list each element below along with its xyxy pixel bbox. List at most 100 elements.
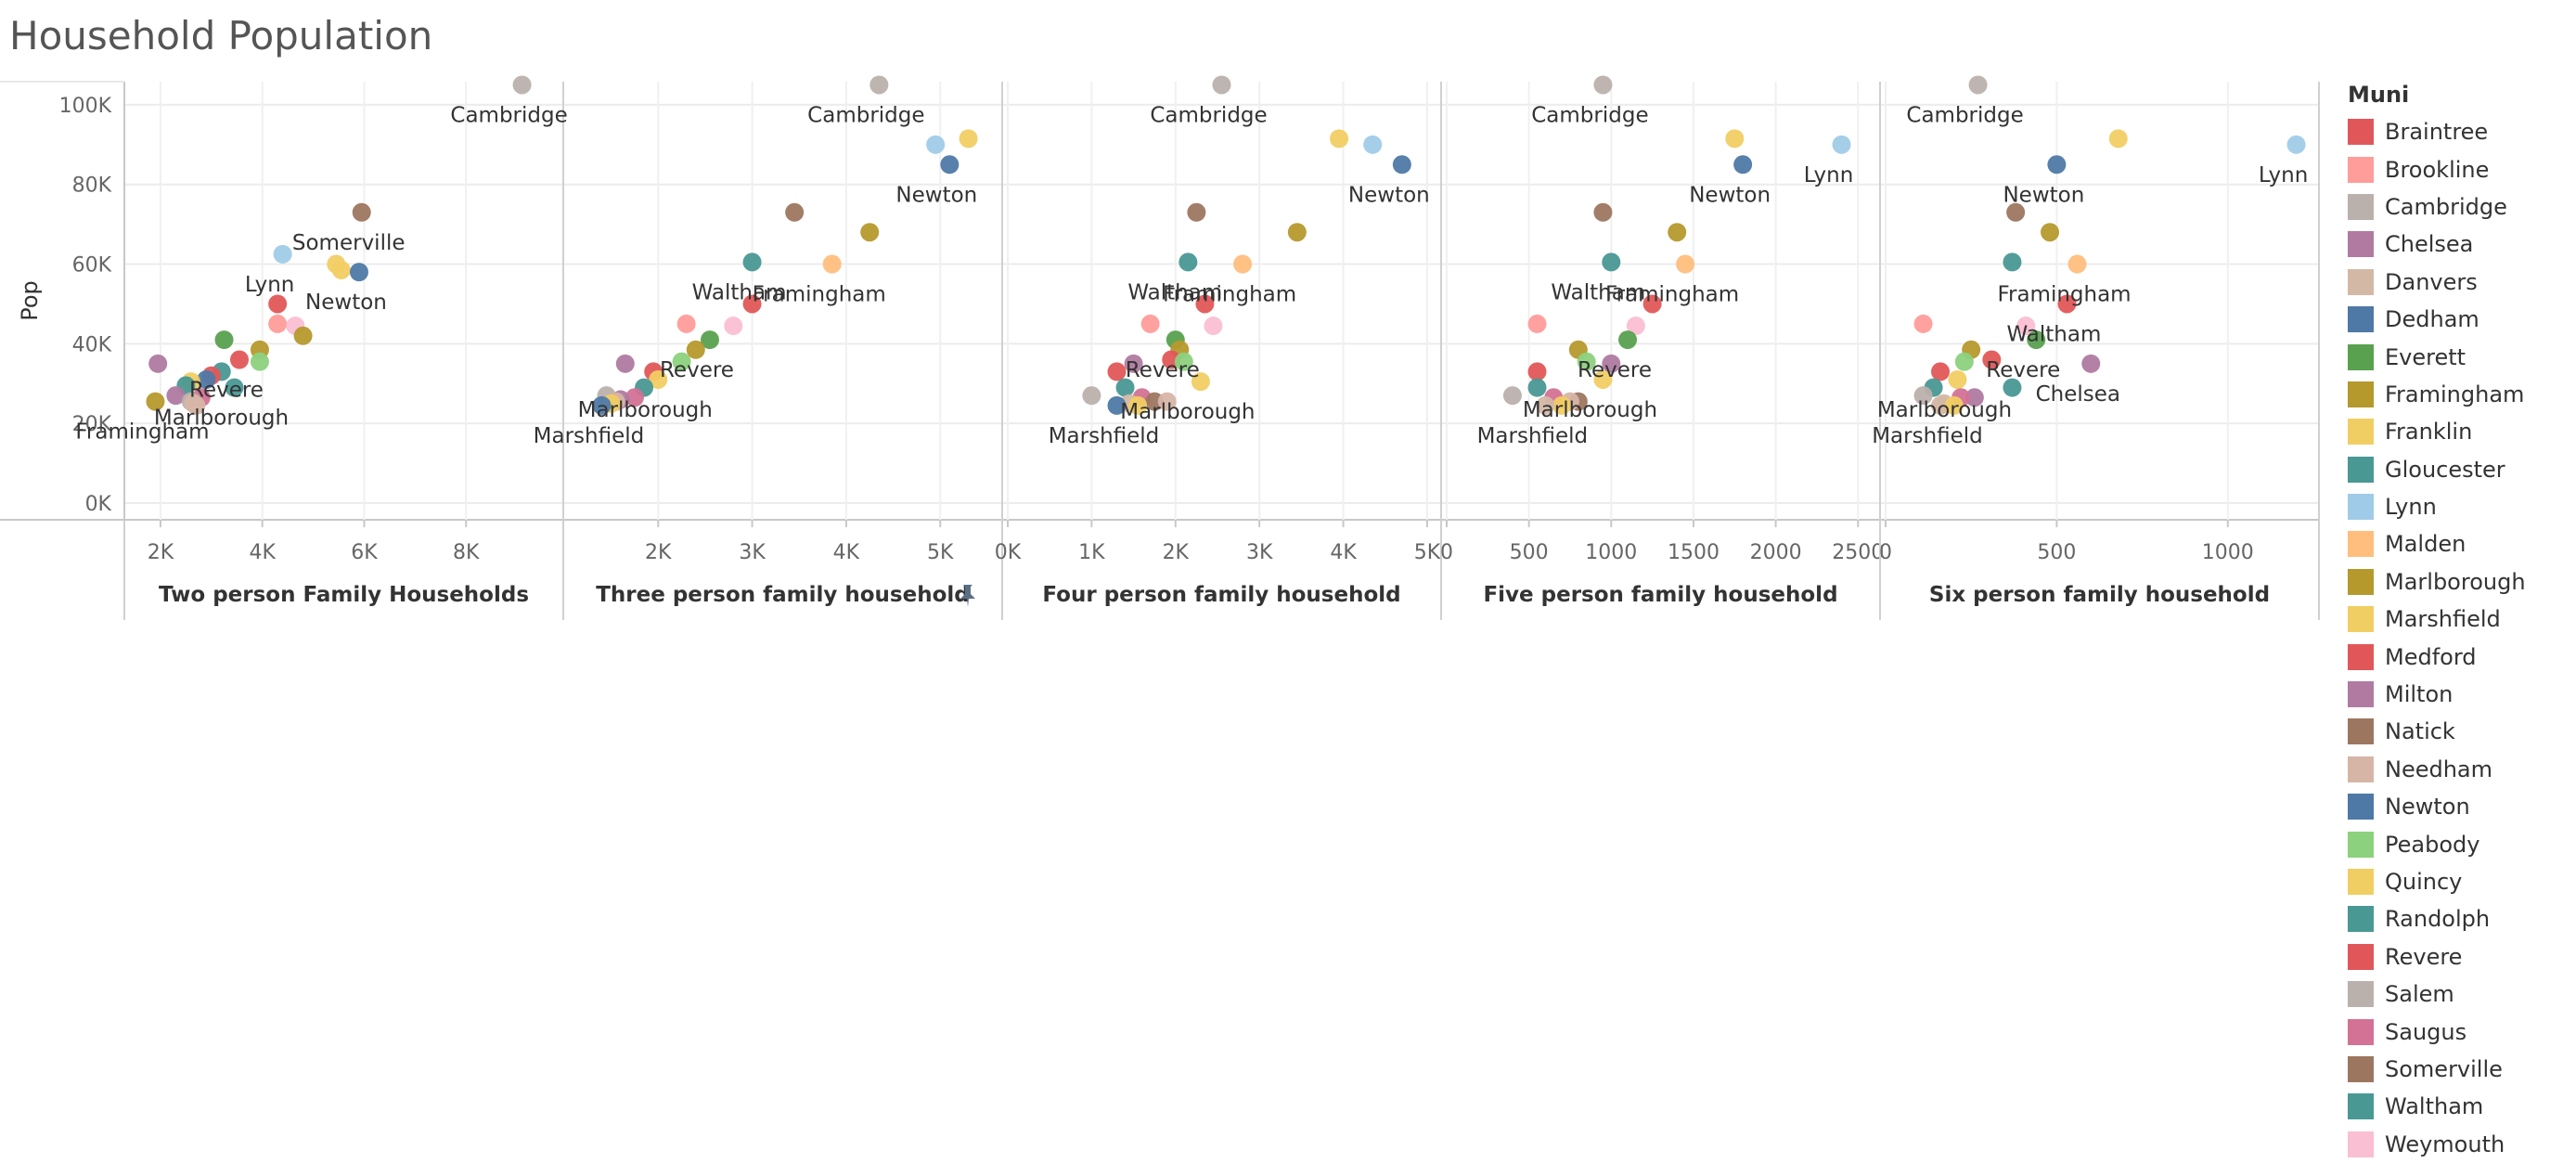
data-point xyxy=(1593,202,1613,222)
x-axis-title: Four person family household xyxy=(1042,583,1400,607)
legend-label: Braintree xyxy=(2385,119,2489,146)
legend-item[interactable]: Cambridge xyxy=(2348,188,2570,226)
legend-item[interactable]: Lynn xyxy=(2348,488,2570,525)
point-label: Waltham xyxy=(2007,322,2102,346)
point-label: Newton xyxy=(1348,183,1430,207)
legend-item[interactable]: Braintree xyxy=(2348,113,2570,150)
data-point xyxy=(1115,378,1135,397)
legend-item[interactable]: Newton xyxy=(2348,788,2570,825)
legend-swatch xyxy=(2348,643,2374,670)
data-point xyxy=(1602,252,1621,272)
x-tick-label: 8K xyxy=(453,541,480,564)
legend-item[interactable]: Marlborough xyxy=(2348,563,2570,601)
legend-item[interactable]: Natick xyxy=(2348,713,2570,750)
data-point xyxy=(1195,294,1215,314)
data-point xyxy=(2016,317,2036,336)
legend-swatch xyxy=(2348,943,2374,970)
legend-swatch xyxy=(2348,119,2374,146)
data-point xyxy=(2081,354,2101,373)
data-point xyxy=(1527,362,1547,381)
legend-swatch xyxy=(2348,1131,2374,1157)
data-point xyxy=(1124,354,1143,373)
legend-item[interactable]: Weymouth xyxy=(2348,1126,2570,1163)
point-label: Marlborough xyxy=(1120,400,1255,424)
legend-item[interactable]: Waltham xyxy=(2348,1088,2570,1125)
legend-item[interactable]: Chelsea xyxy=(2348,226,2570,263)
legend-swatch xyxy=(2348,193,2374,220)
legend-item[interactable]: Framingham xyxy=(2348,376,2570,413)
legend-item[interactable]: Marshfield xyxy=(2348,601,2570,638)
legend-item[interactable]: Randolph xyxy=(2348,900,2570,937)
legend-item[interactable]: Salem xyxy=(2348,976,2570,1013)
data-point xyxy=(676,314,696,333)
x-tick-label: 1000 xyxy=(2202,541,2254,564)
legend-label: Salem xyxy=(2385,981,2454,1008)
point-label: Revere xyxy=(1126,358,1200,382)
legend-item[interactable]: Malden xyxy=(2348,525,2570,562)
x-tick-label: 4K xyxy=(249,541,276,564)
legend-label: Saugus xyxy=(2385,1018,2467,1045)
legend-item[interactable]: Milton xyxy=(2348,676,2570,713)
point-label: Newton xyxy=(2003,183,2084,207)
legend-swatch xyxy=(2348,1018,2374,1045)
x-tick-label: 3K xyxy=(739,541,766,564)
data-point xyxy=(1725,129,1745,149)
legend-label: Marshfield xyxy=(2385,606,2501,633)
point-label: Lynn xyxy=(2259,163,2308,187)
x-tick-label: 1K xyxy=(1078,541,1105,564)
point-label: Marshfield xyxy=(1872,424,1983,448)
legend-item[interactable]: Brookline xyxy=(2348,150,2570,187)
legend-swatch xyxy=(2348,981,2374,1008)
data-point xyxy=(940,155,960,174)
x-tick-label: 2K xyxy=(1163,541,1190,564)
legend-item[interactable]: Gloucester xyxy=(2348,451,2570,488)
data-point xyxy=(1668,223,1687,242)
legend-swatch xyxy=(2348,494,2374,521)
data-point xyxy=(1676,254,1695,274)
data-point xyxy=(2027,330,2046,350)
legend-item[interactable]: Danvers xyxy=(2348,264,2570,301)
legend-item[interactable]: Saugus xyxy=(2348,1013,2570,1050)
legend-item[interactable]: Dedham xyxy=(2348,301,2570,338)
y-tick-label: 40K xyxy=(72,333,112,356)
x-tick-label: 4K xyxy=(833,541,860,564)
legend-swatch xyxy=(2348,681,2374,708)
legend-swatch xyxy=(2348,306,2374,333)
legend-item[interactable]: Peabody xyxy=(2348,825,2570,862)
data-point xyxy=(197,369,216,389)
legend-item[interactable]: Needham xyxy=(2348,751,2570,788)
data-point xyxy=(2067,254,2087,274)
data-point xyxy=(1191,372,1210,392)
pin-icon[interactable] xyxy=(960,585,975,607)
data-point xyxy=(2286,135,2306,154)
data-point xyxy=(822,254,842,274)
data-point xyxy=(860,223,880,242)
data-point xyxy=(1593,75,1613,95)
legend-item[interactable]: Quincy xyxy=(2348,863,2570,900)
legend-item[interactable]: Revere xyxy=(2348,938,2570,976)
chart-title: Household Population xyxy=(9,13,433,58)
legend-item[interactable]: Medford xyxy=(2348,638,2570,675)
data-point xyxy=(1330,129,1349,149)
point-label: Marlborough xyxy=(154,407,289,431)
data-point xyxy=(2041,223,2060,242)
legend-swatch xyxy=(2348,419,2374,446)
legend-label: Franklin xyxy=(2385,419,2473,446)
legend-item[interactable]: Somerville xyxy=(2348,1051,2570,1088)
point-label: Revere xyxy=(1986,358,2060,382)
data-point xyxy=(273,244,292,264)
legend-item[interactable]: Everett xyxy=(2348,338,2570,375)
point-label: Marshfield xyxy=(1049,424,1160,448)
legend-item[interactable]: Franklin xyxy=(2348,413,2570,450)
data-point xyxy=(724,317,743,336)
legend-swatch xyxy=(2348,381,2374,407)
data-point xyxy=(1363,135,1383,154)
data-point xyxy=(1128,395,1148,415)
point-label: Revere xyxy=(189,379,264,403)
x-axis-title: Three person family household xyxy=(596,583,970,607)
legend-swatch xyxy=(2348,606,2374,633)
legend-swatch xyxy=(2348,568,2374,595)
data-point xyxy=(785,202,805,222)
data-point xyxy=(1944,395,1964,415)
data-point xyxy=(649,369,668,389)
